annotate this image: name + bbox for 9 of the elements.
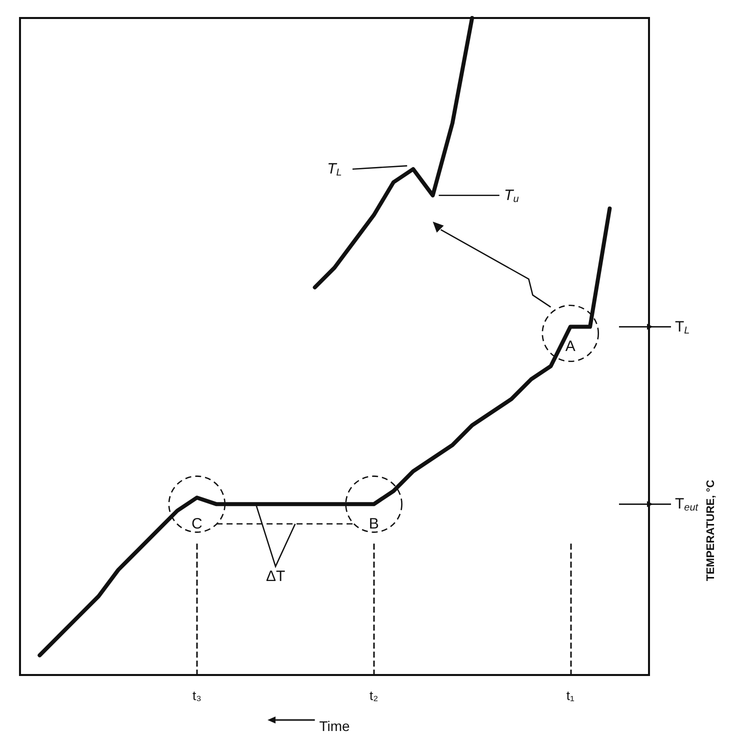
x-tick-label: t₂ [369,688,378,703]
annotation: ΔT [266,568,286,585]
x-axis-title: Time [319,718,350,734]
annotation: C [191,515,202,532]
x-tick-label: t₁ [566,688,575,703]
x-tick-label: t₃ [192,688,202,703]
annotation: B [368,515,379,532]
text: TEMPERATURE, °C [705,480,717,582]
annotation: A [565,338,576,355]
